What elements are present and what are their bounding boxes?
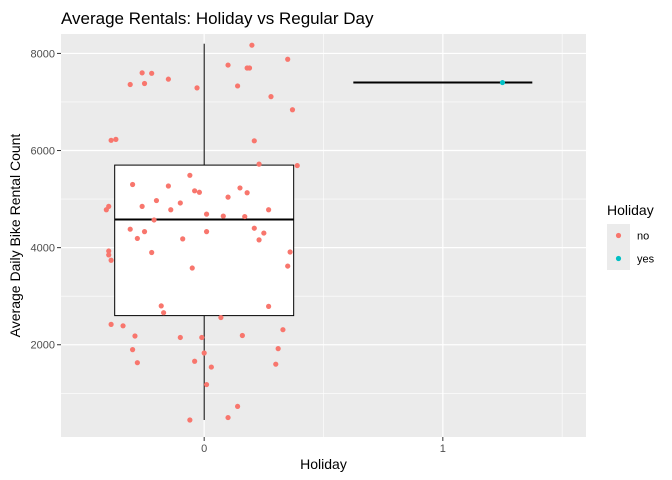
point-no — [234, 83, 241, 89]
point-no — [199, 334, 205, 341]
legend-label-yes: yes — [637, 254, 655, 266]
point-no — [285, 56, 291, 62]
point-no — [106, 252, 112, 258]
point-no — [275, 346, 281, 352]
point-no — [256, 161, 262, 167]
point-no — [141, 80, 148, 87]
point-no — [237, 185, 243, 191]
point-no — [266, 207, 272, 213]
point-no — [177, 334, 183, 341]
point-no — [196, 189, 203, 195]
point-no — [203, 229, 210, 235]
point-no — [273, 361, 279, 367]
point-no — [220, 213, 226, 219]
point-no — [168, 207, 174, 213]
boxplot-box — [114, 164, 295, 317]
point-no — [194, 85, 200, 91]
point-no — [141, 229, 148, 235]
point-no — [203, 381, 210, 388]
point-no — [180, 236, 186, 242]
legend: Holiday no yes — [607, 202, 655, 270]
point-no — [256, 237, 262, 243]
point-no — [201, 350, 207, 356]
boxplot-0 — [114, 43, 295, 421]
x-tick-label: 0 — [201, 443, 207, 455]
point-no — [261, 230, 267, 236]
point-no — [134, 235, 140, 242]
point-no — [108, 137, 114, 143]
y-tick-label: 8000 — [31, 48, 55, 60]
point-no — [127, 226, 133, 232]
point-no — [129, 181, 136, 188]
point-no — [289, 107, 296, 113]
point-no — [161, 310, 167, 316]
point-no — [225, 194, 231, 200]
point-no — [218, 314, 224, 321]
point-no — [225, 414, 231, 421]
point-no — [268, 94, 274, 100]
legend-label-no: no — [637, 231, 649, 243]
point-no — [113, 136, 119, 142]
point-no — [192, 358, 198, 364]
point-no — [246, 65, 253, 71]
point-no — [249, 42, 255, 48]
point-no — [158, 303, 164, 309]
point-no — [251, 138, 257, 144]
point-no — [280, 327, 286, 333]
point-no — [242, 213, 248, 220]
point-no — [151, 217, 157, 223]
point-no — [285, 263, 291, 269]
point-no — [149, 70, 155, 76]
point-no — [294, 162, 300, 169]
x-tick-label: 1 — [440, 443, 446, 455]
point-no — [153, 197, 160, 204]
point-no — [187, 417, 193, 423]
legend-key-yes — [615, 255, 622, 262]
point-no — [165, 76, 171, 82]
point-no — [266, 303, 272, 309]
x-axis-title: Holiday — [300, 456, 347, 472]
minor-gridlines — [61, 34, 586, 437]
point-no — [132, 333, 138, 339]
point-no — [139, 70, 145, 76]
y-tick-label: 2000 — [31, 340, 55, 352]
point-no — [187, 172, 193, 178]
point-no — [139, 203, 145, 209]
point-no — [225, 62, 231, 68]
chart-title: Average Rentals: Holiday vs Regular Day — [61, 9, 374, 28]
point-no — [108, 257, 114, 263]
point-no — [192, 188, 198, 194]
point-no — [234, 403, 241, 410]
data-points — [103, 42, 506, 423]
legend-key-no — [615, 232, 622, 239]
point-no — [165, 183, 171, 189]
point-no — [120, 323, 126, 329]
point-no — [244, 190, 250, 196]
point-no — [149, 249, 155, 256]
point-no — [208, 364, 214, 370]
y-tick-label: 4000 — [31, 243, 55, 255]
point-no — [177, 200, 183, 206]
y-axis: 2000 4000 6000 8000 — [31, 48, 61, 352]
point-no — [203, 211, 210, 217]
point-no — [106, 248, 112, 254]
point-no — [103, 207, 109, 213]
y-axis-title: Average Daily Bike Rental Count — [7, 134, 23, 338]
point-no — [108, 321, 114, 327]
point-no — [189, 265, 195, 271]
point-no — [251, 225, 257, 231]
legend-title: Holiday — [607, 202, 654, 218]
legend-item-no: no — [607, 224, 649, 247]
point-no — [127, 81, 133, 88]
y-tick-label: 6000 — [31, 146, 55, 158]
point-yes — [499, 79, 506, 86]
point-no — [134, 360, 140, 366]
point-no — [239, 332, 245, 339]
point-no — [287, 249, 293, 255]
point-no — [129, 347, 136, 353]
legend-item-yes: yes — [607, 247, 655, 270]
